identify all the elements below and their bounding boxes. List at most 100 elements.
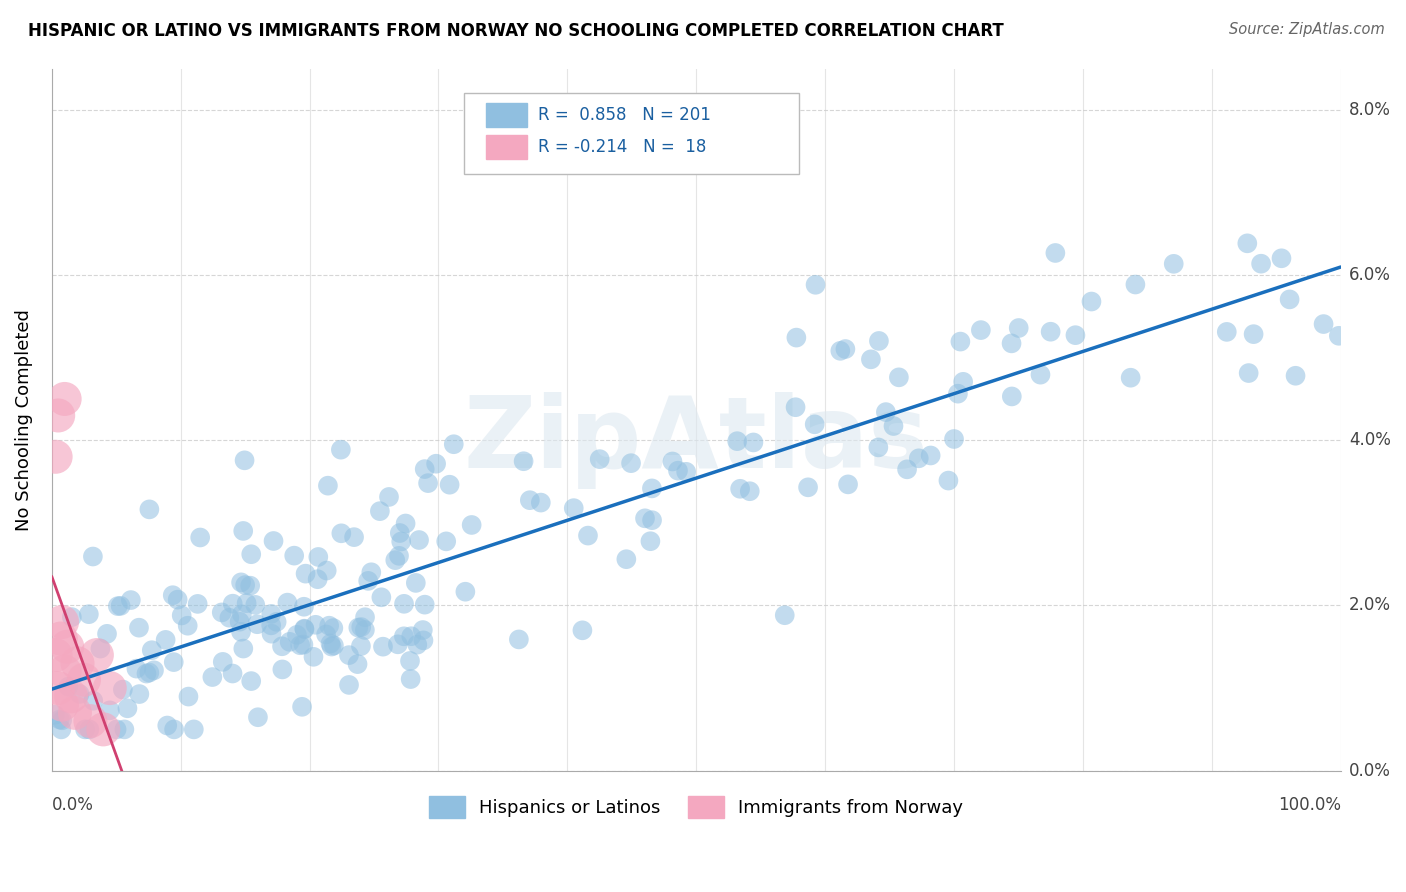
Point <box>330 526 353 541</box>
Point <box>260 618 283 632</box>
Point <box>834 342 856 356</box>
Text: 100.0%: 100.0% <box>1278 796 1341 814</box>
Point <box>294 566 316 581</box>
Point <box>201 670 224 684</box>
Point <box>1284 368 1306 383</box>
Point <box>163 723 186 737</box>
Point <box>443 437 465 451</box>
Point <box>425 457 447 471</box>
Point <box>278 635 301 649</box>
Point <box>285 628 308 642</box>
Point <box>399 629 422 643</box>
Point <box>562 501 585 516</box>
Point <box>329 442 352 457</box>
Point <box>60 690 83 704</box>
Point <box>233 453 256 467</box>
Point <box>322 639 344 653</box>
Point <box>1250 257 1272 271</box>
Point <box>405 575 427 590</box>
Point <box>797 480 820 494</box>
Point <box>211 655 233 669</box>
Point <box>112 723 135 737</box>
Point <box>177 690 200 704</box>
Point <box>45 450 67 464</box>
Point <box>221 666 243 681</box>
Point <box>785 330 807 344</box>
Point <box>166 592 188 607</box>
Point <box>292 599 315 614</box>
Point <box>370 591 392 605</box>
Point <box>337 678 360 692</box>
Point <box>460 518 482 533</box>
Point <box>399 672 422 686</box>
Point <box>1327 328 1350 343</box>
Text: R =  0.858   N = 201: R = 0.858 N = 201 <box>537 106 710 124</box>
Point <box>412 623 434 637</box>
Point <box>868 334 890 348</box>
Point <box>283 549 305 563</box>
Point <box>86 648 108 662</box>
Point <box>177 618 200 632</box>
Legend: Hispanics or Latinos, Immigrants from Norway: Hispanics or Latinos, Immigrants from No… <box>422 789 970 825</box>
Point <box>576 528 599 542</box>
Point <box>1008 321 1031 335</box>
Point <box>868 441 890 455</box>
Point <box>228 615 250 629</box>
Point <box>350 639 373 653</box>
Point <box>728 482 751 496</box>
Point <box>135 666 157 681</box>
Point <box>350 620 373 634</box>
Text: HISPANIC OR LATINO VS IMMIGRANTS FROM NORWAY NO SCHOOLING COMPLETED CORRELATION : HISPANIC OR LATINO VS IMMIGRANTS FROM NO… <box>28 22 1004 40</box>
Point <box>907 451 929 466</box>
Point <box>271 640 294 654</box>
Point <box>1045 246 1067 260</box>
Point <box>91 723 114 737</box>
Point <box>946 386 969 401</box>
Point <box>1039 325 1062 339</box>
Point <box>211 606 233 620</box>
Point <box>634 511 657 525</box>
Point <box>943 432 966 446</box>
Point <box>266 615 288 629</box>
Point <box>666 464 689 478</box>
Point <box>51 698 73 712</box>
Text: Source: ZipAtlas.com: Source: ZipAtlas.com <box>1229 22 1385 37</box>
Point <box>53 665 76 679</box>
Point <box>49 632 72 646</box>
Text: 2.0%: 2.0% <box>1348 597 1391 615</box>
Point <box>882 419 904 434</box>
Point <box>938 474 960 488</box>
Text: 4.0%: 4.0% <box>1348 431 1391 450</box>
Point <box>614 552 637 566</box>
Point <box>141 643 163 657</box>
Point <box>156 718 179 732</box>
Point <box>641 513 664 527</box>
Point <box>218 611 240 625</box>
Point <box>1312 317 1334 331</box>
Point <box>315 627 337 641</box>
Point <box>837 477 859 491</box>
Point <box>56 640 79 654</box>
Point <box>79 714 101 728</box>
Point <box>51 615 73 629</box>
Point <box>51 713 73 727</box>
Point <box>384 553 406 567</box>
Point <box>675 465 697 479</box>
Point <box>1125 277 1147 292</box>
Point <box>952 375 974 389</box>
Point <box>360 566 382 580</box>
Text: 8.0%: 8.0% <box>1348 101 1391 119</box>
Point <box>413 462 436 476</box>
Point <box>307 572 329 586</box>
Point <box>318 618 340 632</box>
Point <box>347 621 370 635</box>
Point <box>45 648 67 662</box>
Point <box>82 549 104 564</box>
FancyBboxPatch shape <box>486 103 527 127</box>
Point <box>354 610 377 624</box>
Point <box>51 723 73 737</box>
Point <box>229 575 252 590</box>
Point <box>1080 294 1102 309</box>
Point <box>530 495 553 509</box>
Point <box>319 636 342 650</box>
